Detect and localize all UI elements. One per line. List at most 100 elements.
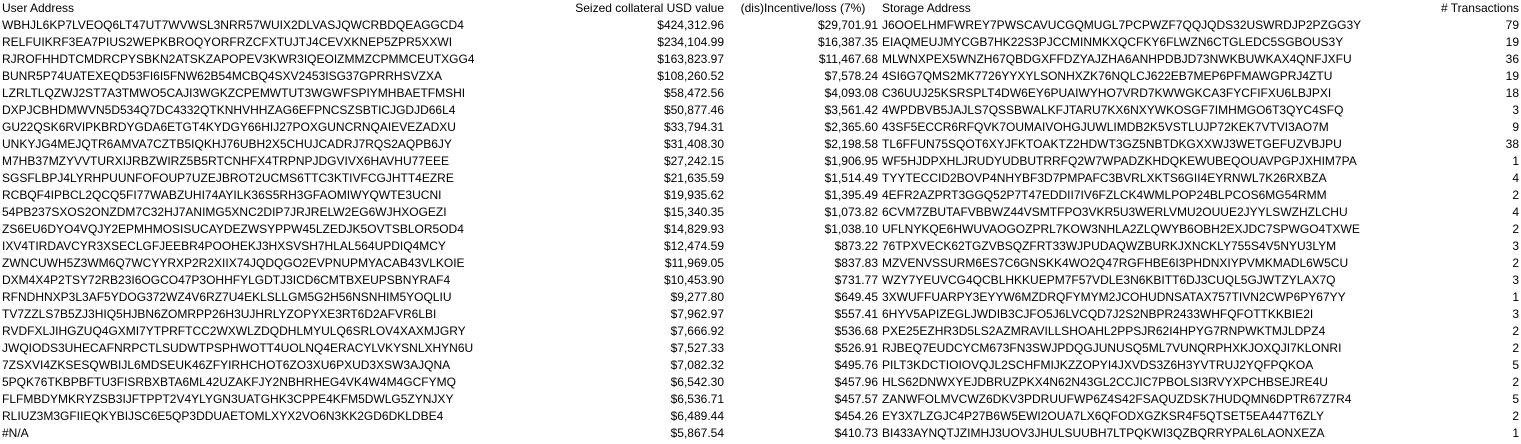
- cell-incentive[interactable]: $837.83: [834, 256, 878, 270]
- cell-transactions[interactable]: 4: [1512, 171, 1519, 185]
- cell-incentive[interactable]: $1,514.49: [824, 171, 878, 185]
- cell-incentive[interactable]: $410.73: [834, 426, 878, 440]
- cell-storage-address[interactable]: HLS62DNWXYEJDBRUZPKX4N62N43GL2CCJIC7PBOL…: [882, 375, 1328, 389]
- cell-storage-address[interactable]: TL6FFUN75SQOT6XYJFKTOAKTZ2HDWT3GZ5NBTDKG…: [882, 137, 1342, 151]
- cell-incentive[interactable]: $16,387.35: [817, 35, 878, 49]
- cell-storage-address[interactable]: UFLNYKQE6HWUVAOGOZPRL7KOW3NHLA2ZLQWYB6OB…: [882, 222, 1360, 236]
- cell-seized-collateral[interactable]: $19,935.62: [663, 188, 724, 202]
- cell-storage-address[interactable]: WF5HJDPXHLJRUDYUDBUTRRFQ2W7WPADZKHDQKEWU…: [882, 154, 1357, 168]
- cell-seized-collateral[interactable]: $234,104.99: [657, 35, 724, 49]
- cell-seized-collateral[interactable]: $424,312.96: [657, 18, 724, 32]
- cell-seized-collateral[interactable]: $27,242.15: [663, 154, 724, 168]
- cell-transactions[interactable]: 1: [1512, 154, 1519, 168]
- cell-storage-address[interactable]: 76TPXVECK62TGZVBSQZFRT33WJPUDAQWZBURKJXN…: [882, 239, 1337, 253]
- cell-incentive[interactable]: $7,578.24: [824, 69, 878, 83]
- cell-incentive[interactable]: $1,906.95: [824, 154, 878, 168]
- cell-seized-collateral[interactable]: $6,489.44: [670, 409, 724, 423]
- cell-user-address[interactable]: RCBQF4IPBCL2QCQ5FI77WABZUHI74AYILK36S5RH…: [2, 188, 442, 202]
- cell-incentive[interactable]: $536.68: [834, 324, 878, 338]
- header-transactions[interactable]: # Transactions: [1440, 1, 1519, 15]
- cell-storage-address[interactable]: EY3X7LZGJC4P27B6W5EWI2OUA7LX6QFODXGZKSR4…: [882, 409, 1324, 423]
- cell-transactions[interactable]: 5: [1512, 358, 1519, 372]
- cell-user-address[interactable]: SGSFLBPJ4LYRHPUUNFOFOUP7UZEJBROT2UCMS6TT…: [2, 171, 454, 185]
- cell-user-address[interactable]: FLFMBDYMKRYZSB3IJFTPPT2V4YLYGN3UATGHK3CP…: [2, 392, 454, 406]
- cell-user-address[interactable]: LZRLTLQZWJ2ST7A3TMWO5CAJI3WGKZCPEMWTUT3W…: [2, 86, 466, 100]
- cell-transactions[interactable]: 4: [1512, 205, 1519, 219]
- cell-seized-collateral[interactable]: $14,829.93: [663, 222, 724, 236]
- cell-transactions[interactable]: 2: [1512, 324, 1519, 338]
- cell-incentive[interactable]: $1,073.82: [824, 205, 878, 219]
- cell-seized-collateral[interactable]: $6,536.71: [670, 392, 724, 406]
- cell-user-address[interactable]: 7ZSXVI4ZKSESQWBIJL6MDSEUK46ZFYIRHCHOT6ZO…: [2, 358, 451, 372]
- cell-seized-collateral[interactable]: $7,082.32: [670, 358, 724, 372]
- cell-user-address[interactable]: JWQIODS3UHECAFNRPCTLSUDWTPSPHWOTT4UOLNQ4…: [2, 341, 474, 355]
- cell-storage-address[interactable]: PILT3KDCTIOIOVQJL2SCHFMIJKZZOPYI4JXVDS3Z…: [882, 358, 1314, 372]
- cell-transactions[interactable]: 2: [1512, 256, 1519, 270]
- cell-transactions[interactable]: 36: [1505, 52, 1519, 66]
- cell-storage-address[interactable]: EIAQMEUJMYCGB7HK22S3PJCCMINMKXQCFKY6FLWZ…: [882, 35, 1344, 49]
- cell-storage-address[interactable]: 6CVM7ZBUTAFVBBWZ44VSMTFPO3VKR5U3WERLVMU2…: [882, 205, 1348, 219]
- cell-seized-collateral[interactable]: $6,542.30: [670, 375, 724, 389]
- cell-user-address[interactable]: M7HB37MZYVVTURXIJRBZWIRZ5B5RTCNHFX4TRPNP…: [2, 154, 449, 168]
- cell-seized-collateral[interactable]: $33,794.31: [663, 120, 724, 134]
- cell-user-address[interactable]: 5PQK76TKBPBFTU3FISRBXBTA6ML42UZAKFJY2NBH…: [2, 375, 456, 389]
- cell-transactions[interactable]: 9: [1512, 120, 1519, 134]
- cell-transactions[interactable]: 2: [1512, 375, 1519, 389]
- cell-transactions[interactable]: 3: [1512, 103, 1519, 117]
- cell-seized-collateral[interactable]: $11,969.05: [664, 256, 724, 270]
- cell-transactions[interactable]: 2: [1512, 188, 1519, 202]
- cell-transactions[interactable]: 19: [1505, 35, 1519, 49]
- cell-incentive[interactable]: $457.57: [834, 392, 878, 406]
- cell-user-address[interactable]: GU22QSK6RVIPKBRDYGDA6ETGT4KYDGY66HIJ27PO…: [2, 120, 456, 134]
- cell-transactions[interactable]: 18: [1505, 86, 1519, 100]
- cell-user-address[interactable]: RJROFHHDTCMDRCPYSBKN2ATSKZAPOPEV3KWR3IQE…: [2, 52, 475, 66]
- cell-transactions[interactable]: 1: [1512, 290, 1519, 304]
- cell-incentive[interactable]: $2,365.60: [824, 120, 878, 134]
- cell-storage-address[interactable]: BI433AYNQTJZIMHJ3UOV3JHULSUUBH7LTPQKWI3Q…: [882, 426, 1325, 440]
- cell-transactions[interactable]: 38: [1505, 137, 1519, 151]
- cell-incentive[interactable]: $1,038.10: [824, 222, 878, 236]
- cell-user-address[interactable]: TV7ZZLS7B5ZJ3HIQ5HJBN6ZOMRPP26H3UJHRLYZO…: [2, 307, 437, 321]
- cell-user-address[interactable]: #N/A: [2, 426, 29, 440]
- cell-incentive[interactable]: $1,395.49: [824, 188, 878, 202]
- cell-storage-address[interactable]: WZY7YEUVCG4QCBLHKKUEPM7F57VDLE3N6KBITT6D…: [882, 273, 1336, 287]
- cell-seized-collateral[interactable]: $7,527.33: [670, 341, 724, 355]
- cell-storage-address[interactable]: TYYTECCID2BOVP4NHYBF3D7PMPAFC3BVRLXKTS6G…: [882, 171, 1327, 185]
- cell-incentive[interactable]: $731.77: [834, 273, 878, 287]
- cell-seized-collateral[interactable]: $12,474.59: [663, 239, 724, 253]
- cell-storage-address[interactable]: 6HYV5APIZEGLJWDIB3CJFO5J6LVCQD7J2S2NBPR2…: [882, 307, 1314, 321]
- cell-transactions[interactable]: 2: [1512, 341, 1519, 355]
- cell-user-address[interactable]: ZS6EU6DYO4VQJY2EPMHMOSISUCAYDEZWSYPPW45L…: [2, 222, 464, 236]
- cell-seized-collateral[interactable]: $21,635.59: [663, 171, 724, 185]
- cell-transactions[interactable]: 19: [1505, 69, 1519, 83]
- cell-user-address[interactable]: RELFUIKRF3EA7PIUS2WEPKBROQYORFRZCFXTUJTJ…: [2, 35, 453, 49]
- cell-storage-address[interactable]: 3XWUFFUARPY3EYYW6MZDRQFYMYM2JCOHUDNSATAX…: [882, 290, 1346, 304]
- header-user-address[interactable]: User Address: [2, 1, 75, 15]
- cell-transactions[interactable]: 2: [1512, 222, 1519, 236]
- cell-user-address[interactable]: ZWNCUWH5Z3WM6Q7WCYYRXP2R2XIIX74JQDQGO2EV…: [2, 256, 465, 270]
- cell-transactions[interactable]: 3: [1512, 307, 1519, 321]
- cell-transactions[interactable]: 2: [1512, 409, 1519, 423]
- cell-incentive[interactable]: $454.26: [834, 409, 878, 423]
- cell-seized-collateral[interactable]: $163,823.97: [657, 52, 724, 66]
- cell-storage-address[interactable]: MZVENVSSURM6ES7C6GNSKK4WO2Q47RGFHBE6I3PH…: [882, 256, 1349, 270]
- cell-seized-collateral[interactable]: $7,962.97: [670, 307, 724, 321]
- cell-seized-collateral[interactable]: $7,666.92: [670, 324, 724, 338]
- cell-seized-collateral[interactable]: $5,867.54: [670, 426, 724, 440]
- cell-seized-collateral[interactable]: $10,453.90: [663, 273, 724, 287]
- cell-seized-collateral[interactable]: $31,408.30: [663, 137, 724, 151]
- header-seized-collateral[interactable]: Seized collateral USD value: [575, 1, 724, 15]
- cell-user-address[interactable]: DXPJCBHDMWVN5D534Q7DC4332QTKNHVHHZAG6EFP…: [2, 103, 456, 117]
- cell-storage-address[interactable]: MLWNXPEX5WNZH67QBDGXFFDZYAJZHA6ANHPDBJD7…: [882, 52, 1352, 66]
- cell-incentive[interactable]: $29,701.91: [817, 18, 878, 32]
- cell-user-address[interactable]: WBHJL6KP7LVEOQ6LT47UT7WVWSL3NRR57WUIX2DL…: [2, 18, 464, 32]
- cell-transactions[interactable]: 3: [1512, 273, 1519, 287]
- cell-seized-collateral[interactable]: $9,277.80: [670, 290, 724, 304]
- cell-transactions[interactable]: 1: [1512, 426, 1519, 440]
- cell-transactions[interactable]: 79: [1505, 18, 1519, 32]
- cell-seized-collateral[interactable]: $15,340.35: [663, 205, 724, 219]
- cell-incentive[interactable]: $3,561.42: [824, 103, 878, 117]
- cell-user-address[interactable]: IXV4TIRDAVCYR3XSECLGFJEEBR4POOHEKJ3HXSVS…: [2, 239, 446, 253]
- cell-user-address[interactable]: RLIUZ3M3GFIIEQKYBIJSC6E5QP3DDUAETOMLXYX2…: [2, 409, 444, 423]
- cell-seized-collateral[interactable]: $108,260.52: [657, 69, 724, 83]
